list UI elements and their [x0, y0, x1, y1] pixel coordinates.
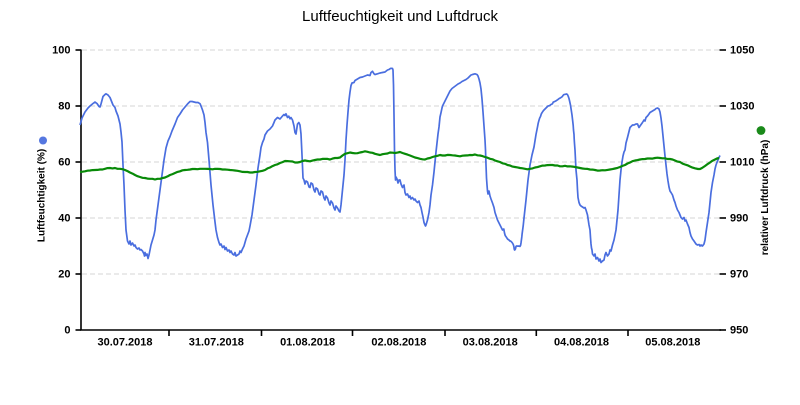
- svg-text:80: 80: [58, 101, 70, 113]
- svg-text:01.08.2018: 01.08.2018: [280, 337, 335, 349]
- svg-text:950: 950: [730, 325, 748, 337]
- svg-text:03.08.2018: 03.08.2018: [463, 337, 518, 349]
- svg-text:Luftfeuchtigkeit (%): Luftfeuchtigkeit (%): [37, 149, 48, 242]
- svg-text:04.08.2018: 04.08.2018: [554, 337, 609, 349]
- svg-text:relativer Luftdruck (hPa): relativer Luftdruck (hPa): [760, 140, 771, 256]
- svg-text:60: 60: [58, 157, 70, 169]
- svg-text:30.07.2018: 30.07.2018: [97, 337, 152, 349]
- svg-text:100: 100: [52, 45, 70, 57]
- svg-text:990: 990: [730, 213, 748, 225]
- svg-text:1010: 1010: [730, 157, 754, 169]
- svg-text:40: 40: [58, 213, 70, 225]
- svg-text:05.08.2018: 05.08.2018: [645, 337, 700, 349]
- svg-text:02.08.2018: 02.08.2018: [371, 337, 426, 349]
- svg-text:Luftfeuchtigkeit und Luftdruck: Luftfeuchtigkeit und Luftdruck: [302, 8, 498, 25]
- svg-text:1050: 1050: [730, 45, 754, 57]
- svg-text:20: 20: [58, 269, 70, 281]
- svg-text:970: 970: [730, 269, 748, 281]
- svg-text:31.07.2018: 31.07.2018: [189, 337, 244, 349]
- svg-text:0: 0: [64, 325, 70, 337]
- svg-text:1030: 1030: [730, 101, 754, 113]
